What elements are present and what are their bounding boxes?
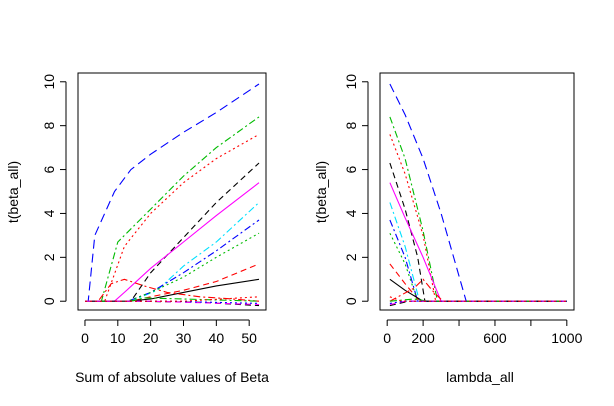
right-x-tick-label-2: 200 bbox=[411, 330, 435, 346]
left-y-axis-label: t(beta_all) bbox=[5, 161, 21, 223]
left-series-line-7 bbox=[85, 219, 260, 302]
right-plot-frame bbox=[379, 72, 575, 311]
right-y-tick-label-3: 4 bbox=[343, 209, 359, 217]
left-x-tick-label-5: 40 bbox=[209, 330, 225, 346]
left-series-line-4 bbox=[85, 162, 260, 302]
left-y-tick-label-4: 6 bbox=[41, 165, 57, 173]
left-x-tick-label-6: 50 bbox=[241, 330, 257, 346]
right-x-tick-label-4: 1000 bbox=[551, 330, 582, 346]
left-series-line-1 bbox=[85, 83, 260, 302]
left-x-axis-label: Sum of absolute values of Beta bbox=[75, 369, 269, 385]
left-y-tick-label-6: 10 bbox=[41, 74, 57, 90]
right-series-line-4 bbox=[389, 162, 567, 302]
left-y-tick-label-1: 0 bbox=[41, 297, 57, 305]
right-y-tick-label-2: 2 bbox=[343, 253, 359, 261]
right-y-tick-label-1: 0 bbox=[343, 297, 359, 305]
right-series-line-12 bbox=[389, 298, 567, 302]
left-series-line-13 bbox=[85, 300, 260, 307]
left-x-tick-label-4: 30 bbox=[176, 330, 192, 346]
left-x-tick-label-3: 20 bbox=[143, 330, 159, 346]
left-series-line-2 bbox=[85, 116, 260, 302]
left-series-line-9 bbox=[85, 263, 260, 302]
right-series-line-13 bbox=[389, 300, 567, 307]
right-series-line-3 bbox=[389, 134, 567, 302]
right-y-tick-label-5: 8 bbox=[343, 122, 359, 130]
left-series-line-6 bbox=[85, 202, 260, 302]
right-y-tick-label-6: 10 bbox=[343, 74, 359, 90]
left-plot-panel: Sum of absolute values of Beta t(beta_al… bbox=[5, 72, 269, 385]
left-plot-frame bbox=[77, 72, 267, 311]
right-series-line-5 bbox=[389, 182, 567, 302]
right-y-axis-label: t(beta_all) bbox=[313, 161, 329, 223]
left-x-tick-label-1: 0 bbox=[81, 330, 89, 346]
left-x-tick-label-2: 10 bbox=[110, 330, 126, 346]
right-x-tick-label-3: 600 bbox=[483, 330, 507, 346]
left-series-line-11 bbox=[85, 278, 260, 302]
left-series-line-16 bbox=[85, 296, 260, 302]
right-plot-panel: lambda_all t(beta_all) 0 200 600 1000 0 2 4 6 8 1… bbox=[313, 72, 583, 385]
left-series-group bbox=[85, 83, 260, 307]
left-y-tick-label-2: 2 bbox=[41, 253, 57, 261]
right-y-tick-label-4: 6 bbox=[343, 165, 359, 173]
right-x-axis-label: lambda_all bbox=[446, 369, 514, 385]
right-series-line-2 bbox=[389, 116, 567, 302]
left-series-line-3 bbox=[85, 133, 260, 302]
right-series-line-1 bbox=[389, 83, 567, 302]
left-y-tick-label-5: 8 bbox=[41, 122, 57, 130]
right-series-group bbox=[389, 83, 567, 307]
left-y-tick-label-3: 4 bbox=[41, 209, 57, 217]
right-x-tick-label-1: 0 bbox=[383, 330, 391, 346]
